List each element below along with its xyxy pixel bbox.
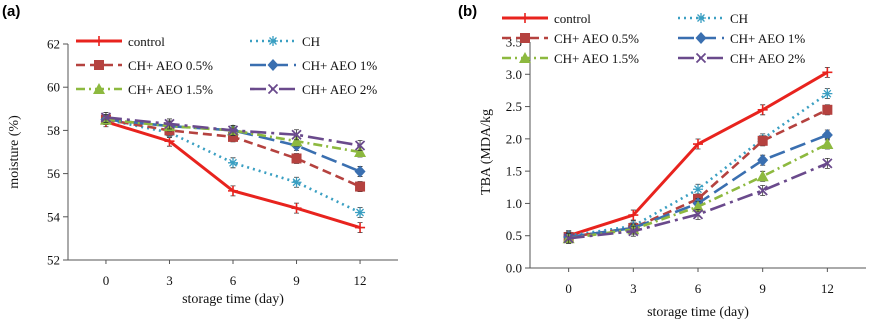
legend-marker <box>696 13 706 23</box>
legend-label: CH+ AEO 1.5% <box>554 51 639 66</box>
y-tick-label: 3.0 <box>506 67 522 82</box>
legend-marker <box>94 60 104 70</box>
legend-label: CH+ AEO 1% <box>302 58 377 73</box>
data-point <box>228 185 238 196</box>
data-point <box>354 140 366 151</box>
data-point <box>291 153 302 164</box>
chart-panel-a: (a) 52 54 56 58 60 62 0 3 6 9 12 moisture (%) storage… <box>2 3 398 307</box>
y-axis-label: TBA (MDA/kg <box>479 109 494 195</box>
data-point <box>354 165 366 178</box>
data-point <box>693 184 703 195</box>
x-tick-label: 9 <box>759 281 766 296</box>
data-point <box>757 154 769 167</box>
y-tick-label: 60 <box>47 80 60 95</box>
data-point <box>354 146 367 157</box>
x-tick-label: 6 <box>230 273 237 288</box>
legend-marker <box>695 32 707 44</box>
x-tick-label: 3 <box>630 281 637 296</box>
series-5 <box>563 157 833 244</box>
data-point <box>291 177 302 188</box>
data-point <box>822 158 833 169</box>
series-5 <box>100 112 366 151</box>
y-tick-label: 56 <box>47 166 61 181</box>
y-tick-label: 0.0 <box>506 261 522 276</box>
data-point <box>291 129 302 140</box>
legend-label: control <box>554 11 591 26</box>
data-point <box>693 139 703 150</box>
data-point <box>290 135 303 147</box>
x-axis-label: storage time (day) <box>647 305 749 320</box>
data-point <box>757 185 768 196</box>
legend-marker <box>267 83 279 95</box>
data-point <box>291 203 302 214</box>
x-tick-label: 0 <box>103 273 110 288</box>
legend-marker <box>268 36 278 46</box>
data-point <box>822 104 833 115</box>
y-tick-label: 62 <box>47 37 60 52</box>
data-point <box>821 128 833 141</box>
legend-label: CH+ AEO 0.5% <box>128 58 213 73</box>
data-point <box>355 207 366 218</box>
panel-label: (b) <box>458 3 477 20</box>
data-point <box>355 181 366 192</box>
panel-label: (a) <box>2 3 20 20</box>
legend-marker <box>267 59 279 71</box>
data-point <box>692 209 704 220</box>
y-axis-label: moisture (%) <box>7 115 22 189</box>
data-point <box>228 131 238 142</box>
data-point <box>228 157 238 168</box>
legend: control CH CH+ AEO 0.5% CH+ AEO 1% CH+ AEO 1… <box>76 34 377 97</box>
series-line <box>105 118 361 214</box>
y-tick-label: 2.0 <box>506 131 522 146</box>
legend-marker <box>520 33 530 43</box>
legend-marker <box>695 52 707 64</box>
data-point <box>628 210 639 221</box>
data-point <box>757 104 768 115</box>
y-tick-label: 0.5 <box>506 228 522 243</box>
legend-label: CH+ AEO 1% <box>730 31 805 46</box>
legend-label: CH <box>730 11 748 26</box>
legend-marker <box>94 36 104 46</box>
legend-label: CH+ AEO 2% <box>730 51 805 66</box>
data-point <box>821 138 834 150</box>
legend-marker <box>520 13 530 23</box>
data-point <box>628 226 639 237</box>
data-point <box>164 118 175 130</box>
x-tick-label: 0 <box>565 281 572 296</box>
data-point <box>355 222 366 233</box>
x-tick-label: 6 <box>695 281 702 296</box>
x-axis-label: storage time (day) <box>182 292 284 307</box>
y-tick-label: 52 <box>47 253 60 268</box>
series-2 <box>563 104 833 243</box>
legend: control CH CH+ AEO 0.5% CH+ AEO 1% CH+ AEO 1… <box>502 11 805 66</box>
x-tick-label: 12 <box>354 273 367 288</box>
data-point <box>227 125 239 136</box>
y-tick-label: 58 <box>47 123 60 138</box>
legend-marker <box>93 83 105 94</box>
y-tick-label: 1.0 <box>506 196 522 211</box>
legend-label: CH <box>302 34 320 49</box>
data-point <box>822 88 833 99</box>
y-tick-label: 1.5 <box>506 164 522 179</box>
x-tick-label: 12 <box>821 281 834 296</box>
legend-label: CH+ AEO 1.5% <box>128 82 213 97</box>
data-point <box>692 200 704 212</box>
legend-label: control <box>128 34 165 49</box>
x-tick-label: 9 <box>293 273 300 288</box>
y-tick-label: 54 <box>47 209 61 224</box>
data-point <box>563 233 574 244</box>
data-point <box>100 112 112 123</box>
data-point <box>756 170 769 182</box>
legend-marker <box>519 52 531 63</box>
y-tick-label: 2.5 <box>506 99 522 114</box>
x-tick-label: 3 <box>166 273 173 288</box>
legend-label: CH+ AEO 2% <box>302 82 377 97</box>
data-point <box>822 67 833 78</box>
legend-label: CH+ AEO 0.5% <box>554 31 639 46</box>
data-point <box>757 135 768 146</box>
